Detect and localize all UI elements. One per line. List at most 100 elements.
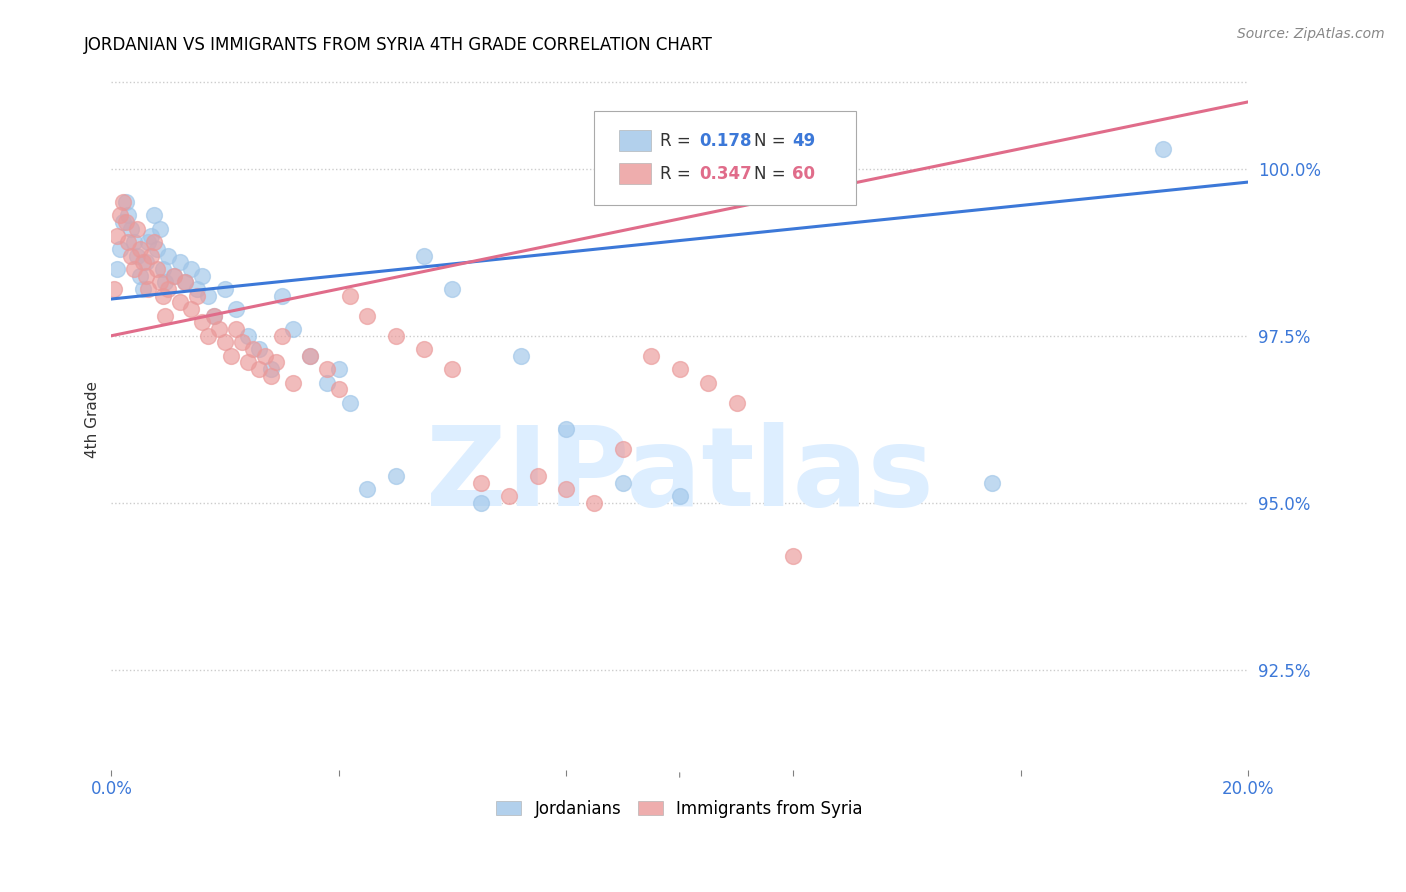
Text: Source: ZipAtlas.com: Source: ZipAtlas.com — [1237, 27, 1385, 41]
Point — [157, 282, 180, 296]
Point — [138, 235, 160, 250]
Point — [180, 262, 202, 277]
Point — [413, 249, 436, 263]
Point — [316, 376, 339, 390]
Point — [413, 342, 436, 356]
Text: 60: 60 — [792, 165, 815, 183]
Legend: Jordanians, Immigrants from Syria: Jordanians, Immigrants from Syria — [489, 794, 870, 825]
Point — [149, 222, 172, 236]
Point — [264, 355, 287, 369]
Point — [174, 275, 197, 289]
Point — [981, 475, 1004, 490]
Point — [125, 222, 148, 236]
Point — [111, 195, 134, 210]
Point — [259, 362, 281, 376]
Point — [157, 249, 180, 263]
Y-axis label: 4th Grade: 4th Grade — [86, 381, 100, 458]
Point — [191, 268, 214, 283]
Point — [202, 309, 225, 323]
Point — [299, 349, 322, 363]
Text: 49: 49 — [792, 132, 815, 150]
Point — [612, 475, 634, 490]
Point — [242, 342, 264, 356]
FancyBboxPatch shape — [595, 111, 856, 205]
Point — [339, 288, 361, 302]
Text: 0.347: 0.347 — [699, 165, 752, 183]
Point — [155, 275, 177, 289]
Point — [105, 228, 128, 243]
Point — [384, 469, 406, 483]
Point — [152, 262, 174, 277]
Text: 0.178: 0.178 — [699, 132, 752, 150]
Point — [470, 496, 492, 510]
Point — [163, 268, 186, 283]
Point — [328, 362, 350, 376]
Point — [103, 282, 125, 296]
Point — [128, 268, 150, 283]
Point — [555, 483, 578, 497]
Point — [120, 249, 142, 263]
Point — [1152, 142, 1174, 156]
Point — [117, 209, 139, 223]
Text: N =: N = — [754, 132, 790, 150]
Point — [114, 215, 136, 229]
Point — [725, 395, 748, 409]
Point — [236, 328, 259, 343]
Point — [283, 376, 305, 390]
Point — [236, 355, 259, 369]
Point — [169, 255, 191, 269]
Point — [583, 496, 606, 510]
Point — [225, 322, 247, 336]
Point — [253, 349, 276, 363]
Point — [114, 195, 136, 210]
Point — [339, 395, 361, 409]
Point — [270, 288, 292, 302]
Point — [108, 209, 131, 223]
Point — [134, 255, 156, 269]
Point — [668, 489, 690, 503]
Point — [470, 475, 492, 490]
Point — [356, 309, 378, 323]
Point — [125, 249, 148, 263]
Point — [299, 349, 322, 363]
Point — [356, 483, 378, 497]
Point — [141, 249, 163, 263]
Point — [555, 422, 578, 436]
Point — [186, 282, 208, 296]
Point — [197, 328, 219, 343]
Point — [526, 469, 548, 483]
Point — [169, 295, 191, 310]
Point — [163, 268, 186, 283]
Point — [143, 209, 166, 223]
Point — [441, 282, 464, 296]
Point — [186, 288, 208, 302]
Point — [202, 309, 225, 323]
Point — [214, 282, 236, 296]
Point — [111, 215, 134, 229]
Point — [640, 349, 662, 363]
Text: JORDANIAN VS IMMIGRANTS FROM SYRIA 4TH GRADE CORRELATION CHART: JORDANIAN VS IMMIGRANTS FROM SYRIA 4TH G… — [84, 36, 713, 54]
Point — [384, 328, 406, 343]
Point — [146, 262, 169, 277]
Point — [197, 288, 219, 302]
Point — [108, 242, 131, 256]
Point — [231, 335, 253, 350]
Point — [128, 242, 150, 256]
Point — [316, 362, 339, 376]
Text: N =: N = — [754, 165, 790, 183]
Point — [247, 342, 270, 356]
Point — [117, 235, 139, 250]
Point — [122, 235, 145, 250]
Point — [612, 442, 634, 457]
Point — [143, 235, 166, 250]
Point — [441, 362, 464, 376]
Point — [120, 222, 142, 236]
Point — [174, 275, 197, 289]
Text: R =: R = — [661, 165, 696, 183]
Point — [131, 255, 153, 269]
Point — [138, 282, 160, 296]
Point — [697, 376, 720, 390]
Point — [259, 368, 281, 383]
Point — [105, 262, 128, 277]
Bar — [620, 163, 651, 185]
